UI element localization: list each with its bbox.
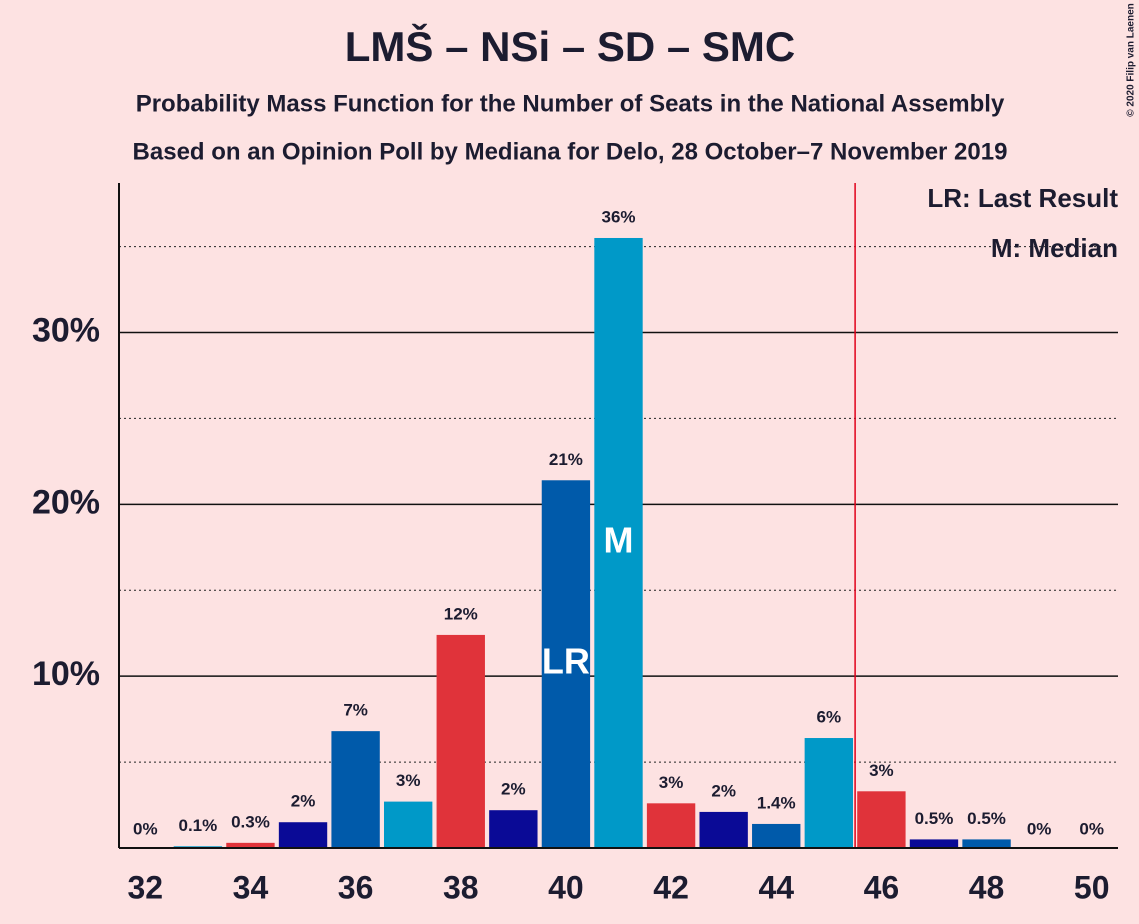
y-tick-label: 10% bbox=[32, 655, 100, 693]
bar bbox=[804, 738, 854, 848]
value-label: 36% bbox=[601, 207, 635, 226]
x-tick-label: 34 bbox=[233, 869, 269, 905]
value-label: 7% bbox=[343, 701, 368, 720]
x-tick-label: 48 bbox=[969, 869, 1005, 905]
bar-marker: LR bbox=[542, 641, 590, 682]
value-label: 0% bbox=[1027, 819, 1052, 838]
x-tick-label: 36 bbox=[338, 869, 374, 905]
copyright: © 2020 Filip van Laenen bbox=[1126, 3, 1137, 117]
y-tick-label: 30% bbox=[32, 311, 100, 349]
chart-subtitle: Based on an Opinion Poll by Mediana for … bbox=[133, 138, 1008, 165]
bar bbox=[541, 480, 591, 848]
x-tick-label: 44 bbox=[758, 869, 794, 905]
value-label: 2% bbox=[291, 792, 316, 811]
bar bbox=[752, 823, 801, 848]
value-label: 2% bbox=[501, 780, 526, 799]
x-tick-label: 50 bbox=[1074, 869, 1110, 905]
x-tick-label: 32 bbox=[127, 869, 163, 905]
bar bbox=[226, 842, 275, 848]
bar bbox=[699, 811, 748, 848]
value-label: 0.5% bbox=[967, 809, 1006, 828]
value-label: 3% bbox=[396, 771, 421, 790]
chart-subtitle: Probability Mass Function for the Number… bbox=[136, 90, 1005, 117]
x-tick-label: 38 bbox=[443, 869, 479, 905]
y-tick-label: 20% bbox=[32, 483, 100, 521]
chart-title: LMŠ – NSi – SD – SMC bbox=[345, 22, 795, 70]
bar-marker: M bbox=[604, 520, 634, 561]
bar bbox=[489, 810, 538, 848]
x-tick-label: 46 bbox=[864, 869, 900, 905]
value-label: 0.3% bbox=[231, 812, 270, 831]
bar bbox=[857, 791, 906, 848]
value-label: 6% bbox=[817, 708, 842, 727]
value-label: 0% bbox=[1079, 819, 1104, 838]
bar bbox=[278, 822, 328, 848]
value-label: 0% bbox=[133, 819, 158, 838]
bar bbox=[383, 801, 433, 848]
value-label: 2% bbox=[711, 781, 736, 800]
legend-entry: LR: Last Result bbox=[927, 183, 1118, 213]
bar bbox=[436, 634, 485, 848]
bar bbox=[646, 803, 696, 848]
value-label: 12% bbox=[444, 604, 478, 623]
bar bbox=[909, 839, 959, 848]
legend-entry: M: Median bbox=[991, 233, 1118, 263]
bar bbox=[594, 237, 643, 849]
x-tick-label: 40 bbox=[548, 869, 584, 905]
value-label: 3% bbox=[869, 761, 894, 780]
value-label: 0.5% bbox=[915, 809, 954, 828]
value-label: 3% bbox=[659, 773, 684, 792]
value-label: 1.4% bbox=[757, 793, 796, 812]
value-label: 0.1% bbox=[178, 816, 217, 835]
bar bbox=[331, 731, 380, 848]
value-label: 21% bbox=[549, 450, 583, 469]
bar bbox=[962, 839, 1011, 848]
x-tick-label: 42 bbox=[653, 869, 689, 905]
